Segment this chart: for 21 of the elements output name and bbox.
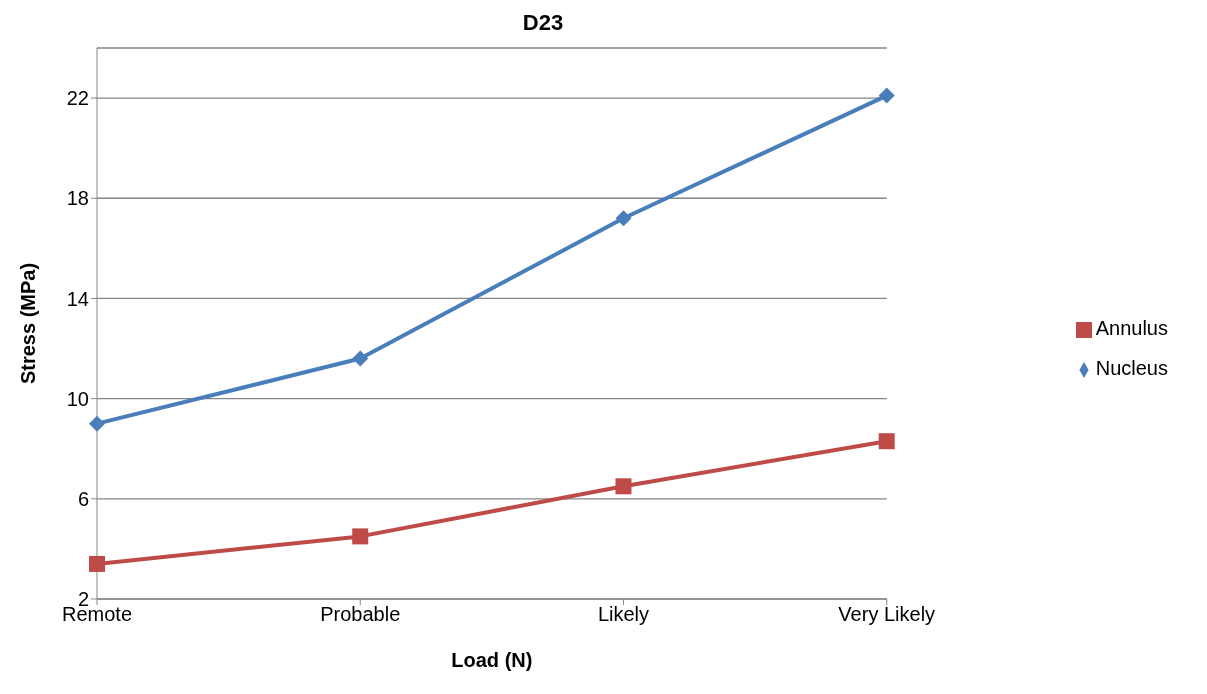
x-tick-label: Likely <box>597 603 650 626</box>
x-axis-title: Load (N) <box>451 649 533 671</box>
point <box>352 350 369 367</box>
point <box>878 433 895 450</box>
y-axis-title: Stress (MPa) <box>17 262 40 385</box>
legend-label: Annulus <box>1095 317 1168 339</box>
point <box>878 87 895 104</box>
chart-title: D23 <box>521 10 565 36</box>
point <box>352 528 369 545</box>
point <box>89 555 105 572</box>
y-tick-label: 22 <box>66 87 89 110</box>
y-tick-label: 18 <box>66 187 89 210</box>
legend-label: Nucleus <box>1095 357 1168 379</box>
x-tick-label: Probable <box>320 603 401 626</box>
y-tick-label: 6 <box>77 487 89 510</box>
y-tick-label: 10 <box>66 387 89 410</box>
point <box>615 210 632 227</box>
point <box>615 478 632 495</box>
y-tick-label: 14 <box>66 287 89 310</box>
point <box>89 415 105 432</box>
x-tick-label: Very Likely <box>838 603 936 626</box>
